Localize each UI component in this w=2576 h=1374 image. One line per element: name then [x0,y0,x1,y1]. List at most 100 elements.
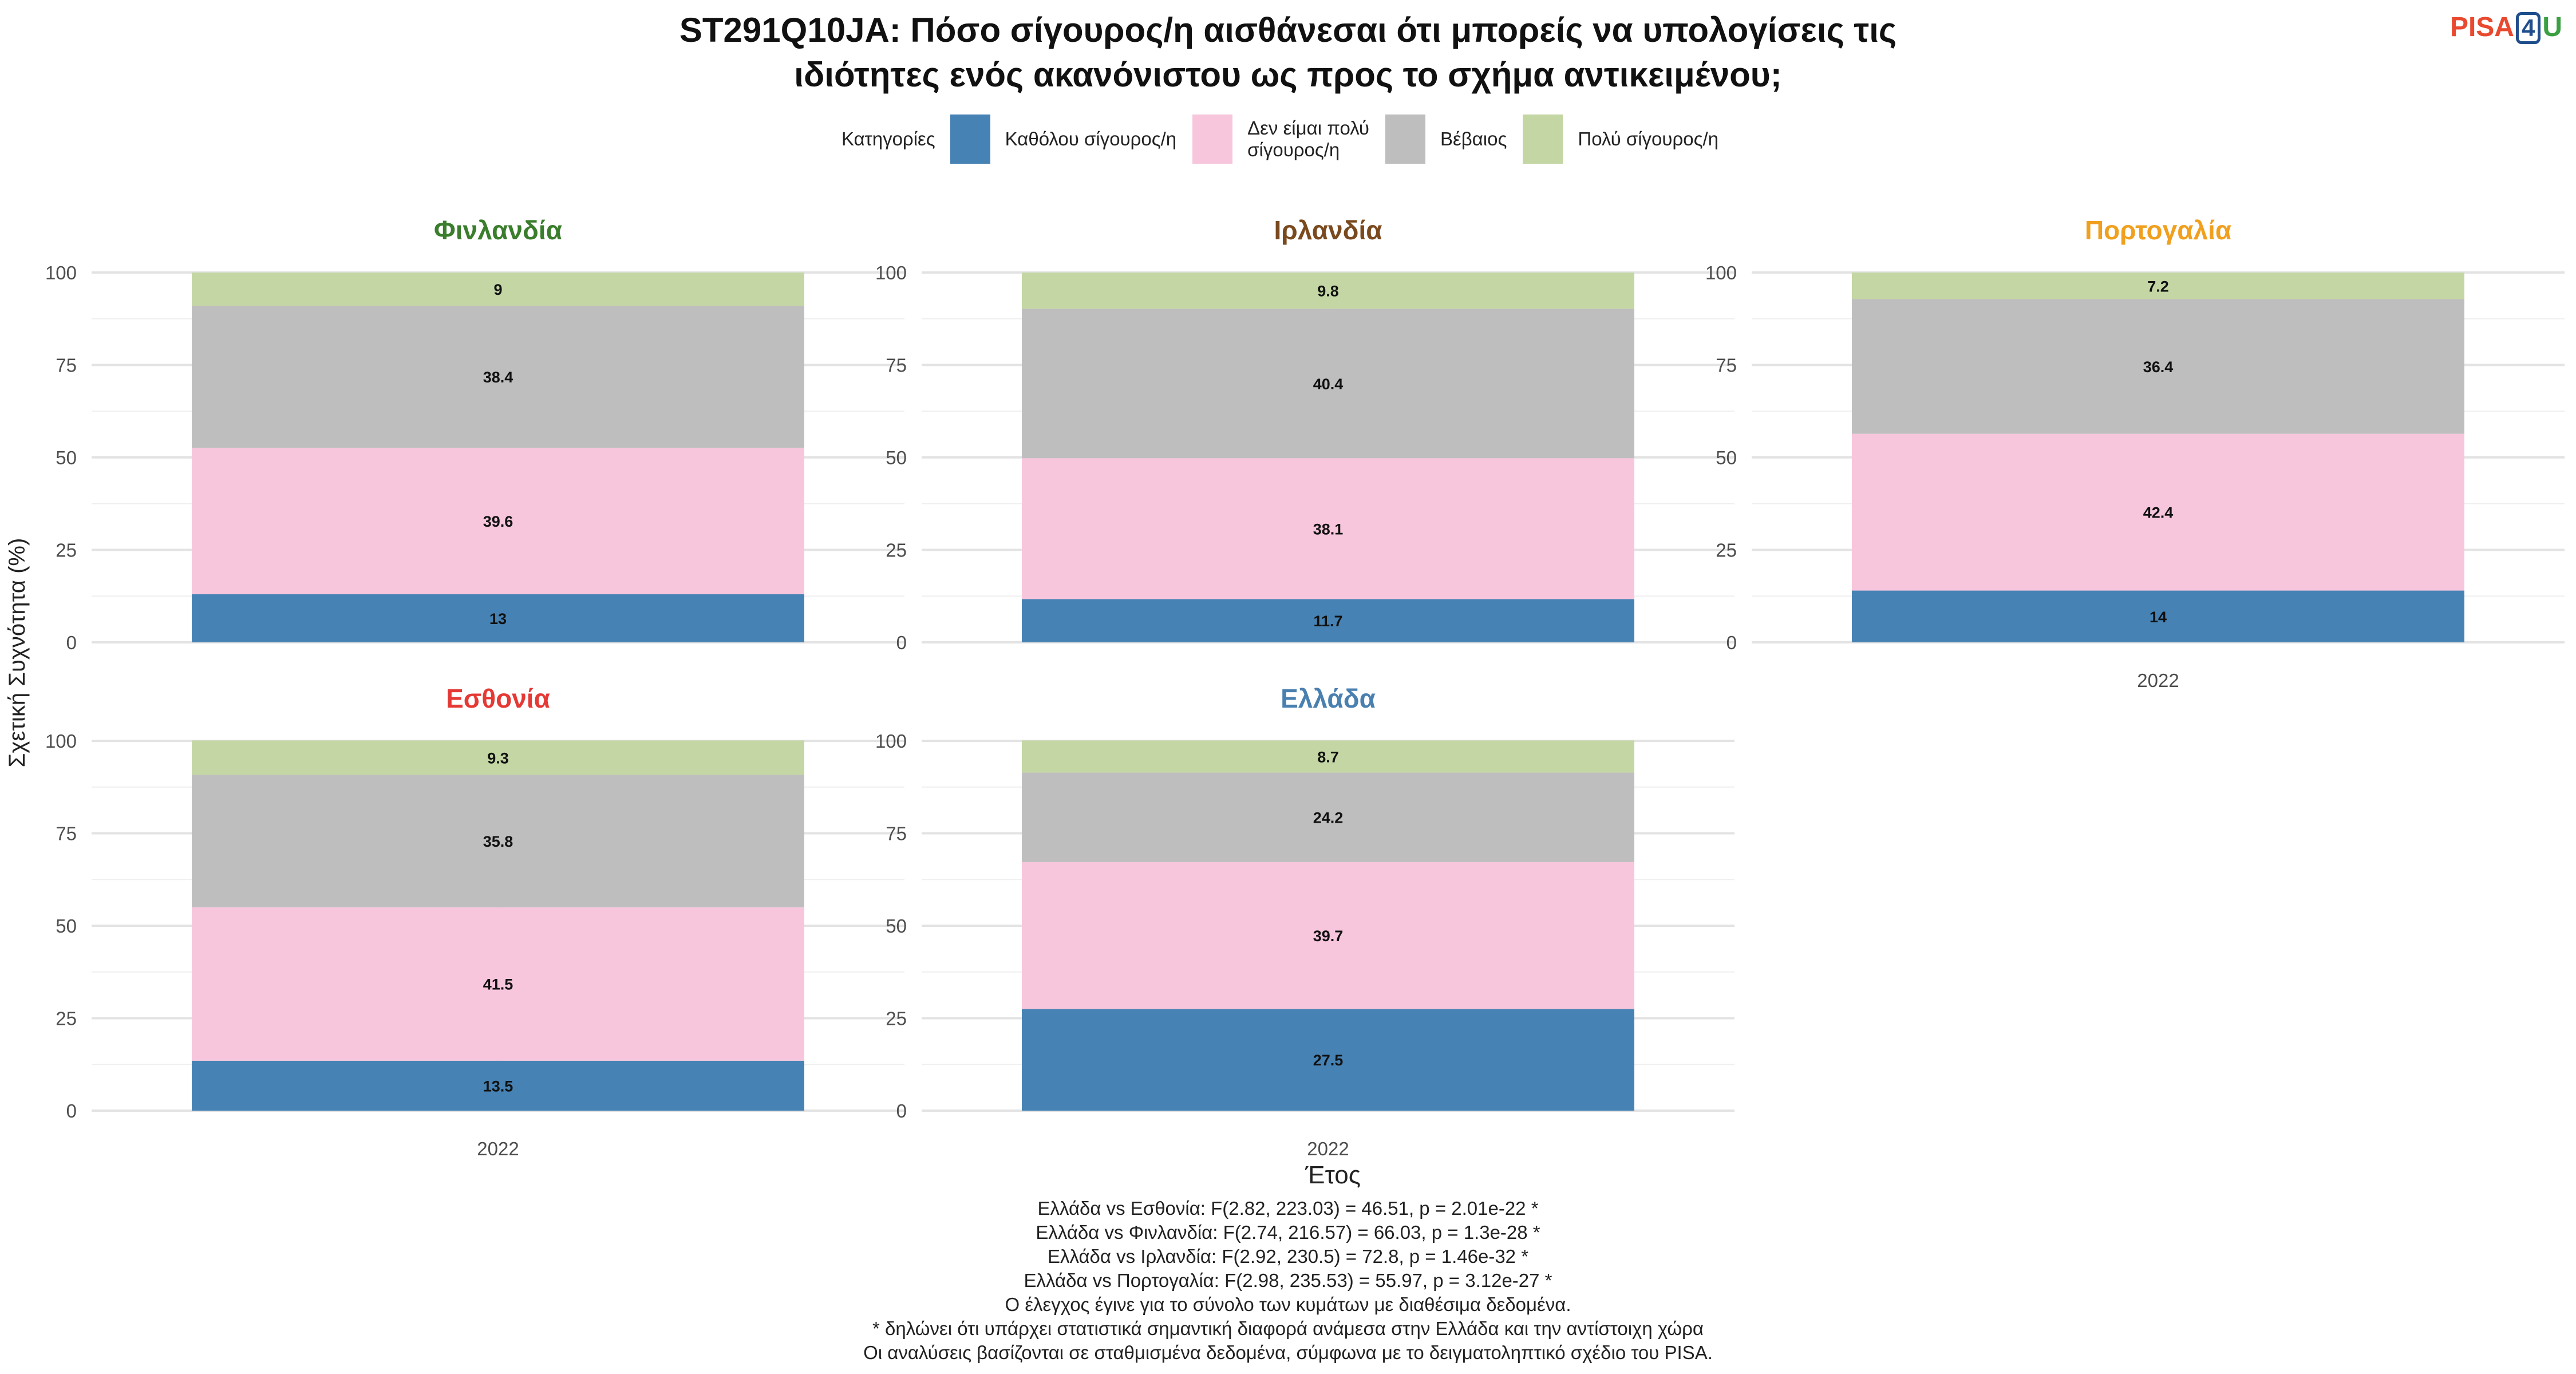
data-label: 14 [2150,609,2167,626]
footnote-line: Ελλάδα vs Φινλανδία: F(2.74, 216.57) = 6… [1036,1222,1540,1243]
footnote-line: Ελλάδα vs Πορτογαλία: F(2.98, 235.53) = … [1024,1270,1552,1291]
y-tick-label: 0 [896,632,907,653]
legend-title: Κατηγορίες [841,128,935,149]
footnote-line: Ελλάδα vs Ιρλανδία: F(2.92, 230.5) = 72.… [1047,1246,1529,1267]
legend-item-confident: Βέβαιος [1385,114,1507,164]
logo-pisa-text: PISA [2449,12,2514,42]
y-tick-label: 0 [896,1100,907,1122]
bar-segment [1022,740,1634,773]
y-tick-label: 50 [886,915,907,937]
bar-segment [1022,1009,1634,1111]
y-tick-label: 75 [56,823,77,844]
bar-segment [1022,862,1634,1009]
y-tick-label: 50 [56,915,77,937]
y-tick-label: 25 [1716,540,1737,561]
legend-label-line-2: σίγουρος/η [1247,139,1340,160]
footnote-line: Ελλάδα vs Εσθονία: F(2.82, 223.03) = 46.… [1037,1198,1539,1219]
x-tick-label: 2022 [477,1138,519,1159]
y-tick-label: 25 [886,1008,907,1029]
bar-segment [1852,273,2464,299]
x-tick-label: 2022 [1307,1138,1349,1159]
y-tick-label: 75 [1716,355,1737,376]
facet-panel: 0 25 50 75 100 Ελλάδα 27.5 39.7 24.2 8.7 2022 [875,684,1735,1159]
facet-title: Φινλανδία [434,215,562,245]
bar-segment [192,1060,804,1111]
facet-title: Ελλάδα [1281,684,1376,713]
y-tick-label: 100 [875,731,907,752]
bar-segment [192,775,804,907]
facet-panel: 0 25 50 75 100 Πορτογαλία 14 42.4 36.4 7.2 2022 [1705,215,2565,691]
logo-four-box: 4 [2515,12,2541,44]
y-tick-label: 0 [1726,632,1737,653]
y-tick-label: 50 [56,447,77,468]
data-label: 42.4 [2143,504,2174,522]
data-label: 39.6 [483,513,513,530]
legend-item-not-very-confident: Δεν είμαι πολύ σίγουρος/η [1192,114,1369,164]
legend-item-not-at-all-confident: Καθόλου σίγουρος/η [950,114,1176,164]
legend-label: Καθόλου σίγουρος/η [1005,128,1177,149]
legend-label: Βέβαιος [1440,128,1507,149]
y-tick-label: 100 [1705,262,1737,283]
data-label: 39.7 [1313,927,1344,945]
bar-segment [1022,273,1634,309]
y-tick-label: 0 [66,632,77,653]
y-tick-label: 50 [886,447,907,468]
footnotes: Ελλάδα vs Εσθονία: F(2.82, 223.03) = 46.… [0,1197,2576,1365]
data-label: 36.4 [2143,358,2174,376]
bar-segment [192,306,804,448]
chart-title: ST291Q10JA: Πόσο σίγουρος/η αισθάνεσαι ό… [0,8,2576,97]
data-label: 13.5 [483,1077,513,1095]
y-tick-label: 75 [56,355,77,376]
facet-title: Πορτογαλία [2085,215,2231,245]
legend-key-blue [950,114,990,164]
data-label: 9.3 [487,749,509,767]
data-label: 35.8 [483,833,513,850]
legend-label: Πολύ σίγουρος/η [1578,128,1718,149]
chart-title-line-2: ιδιότητες ενός ακανόνιστου ως προς το σχ… [794,56,1782,94]
y-tick-label: 75 [886,823,907,844]
logo-u-text: U [2542,12,2562,42]
bar-segment [192,907,804,1061]
data-label: 9.8 [1317,283,1339,300]
data-label: 38.4 [483,369,513,386]
bar-segment [1022,772,1634,862]
bar-segment [1852,433,2464,591]
facet-title: Ιρλανδία [1274,215,1382,245]
facet-panel: 0 25 50 75 100 Ιρλανδία 11.7 38.1 40.4 9.8 [875,215,1735,653]
legend-label-line-1: Δεν είμαι πολύ [1247,117,1369,139]
legend: Κατηγορίες Καθόλου σίγουρος/η Δεν είμαι … [0,114,2576,164]
y-tick-label: 0 [66,1100,77,1122]
y-tick-label: 100 [45,262,77,283]
legend-key-green [1523,114,1563,164]
legend-key-grey [1385,114,1425,164]
footnote-line: * δηλώνει ότι υπάρχει στατιστικά σημαντι… [872,1318,1704,1339]
data-label: 9 [493,281,502,298]
data-label: 11.7 [1313,613,1342,630]
bar-segment [1022,599,1634,642]
data-label: 38.1 [1313,520,1344,538]
legend-key-pink [1192,114,1233,164]
pisa4u-logo: PISA 4 U [2450,10,2562,45]
data-label: 8.7 [1317,748,1339,765]
bar-segment [1022,309,1634,459]
x-axis-label: Έτος [1305,1161,1361,1189]
facet-panel: 0 25 50 75 100 Εσθονία 13.5 41.5 35.8 9.3 2022 [45,684,904,1159]
bar-segment [192,740,804,775]
data-label: 24.2 [1313,810,1344,827]
data-label: 7.2 [2147,278,2169,295]
bar-segment [1852,590,2464,642]
bar-segment [1852,299,2464,434]
footnote-line: Οι αναλύσεις βασίζονται σε σταθμισμένα δ… [863,1342,1713,1363]
facet-panel: 0 25 50 75 100 Φινλανδία 13 39.6 38.4 9 [45,215,904,653]
y-tick-label: 75 [886,355,907,376]
data-label: 41.5 [483,976,513,993]
y-tick-label: 25 [56,1008,77,1029]
legend-label: Δεν είμαι πολύ σίγουρος/η [1247,117,1369,161]
bar-segment [1022,458,1634,599]
y-tick-label: 100 [875,262,907,283]
bar-segment [192,273,804,306]
y-tick-label: 25 [56,540,77,561]
facet-title: Εσθονία [446,684,550,713]
legend-item-very-confident: Πολύ σίγουρος/η [1523,114,1718,164]
